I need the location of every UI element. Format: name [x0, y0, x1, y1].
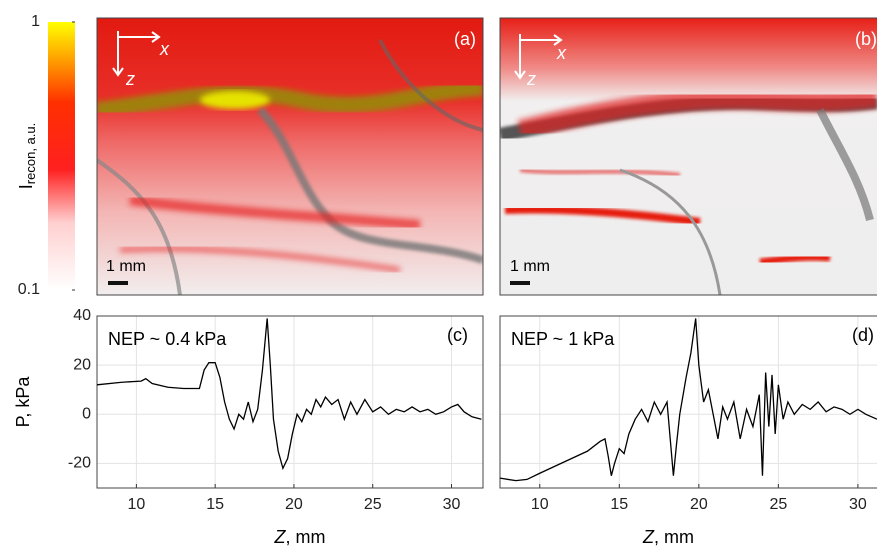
colorbar-label: Irecon, a.u. — [16, 123, 39, 189]
annotation: NEP ~ 0.4 kPa — [108, 329, 227, 349]
x-axis-label-unit: , mm — [654, 527, 694, 547]
y-axis-label: P, kPa — [13, 376, 33, 428]
x-tick-label: 20 — [285, 496, 303, 513]
x-tick-label: 10 — [127, 496, 145, 513]
plot-area — [500, 316, 877, 488]
annotation: NEP ~ 1 kPa — [511, 329, 615, 349]
data-line — [499, 318, 877, 482]
axis-glyph: x — [556, 43, 567, 63]
x-axis-label-var: Z — [642, 527, 655, 547]
panel-label: (b) — [855, 29, 877, 49]
axes-frame — [499, 315, 877, 489]
x-tick-label: 15 — [610, 496, 628, 513]
axis-glyph: z — [125, 69, 135, 89]
colorbar-tick-label: 0.1 — [18, 281, 40, 298]
x-tick-label: 30 — [443, 496, 461, 513]
y-tick-label: 0 — [82, 406, 91, 423]
scale-bar-label: 1 mm — [510, 258, 550, 275]
image-panel — [97, 18, 483, 295]
colorbar — [48, 22, 75, 290]
axis-glyph: x — [159, 39, 170, 59]
x-axis-label-var: Z — [274, 527, 287, 547]
y-tick-label: 20 — [73, 356, 91, 373]
panel-label: (d) — [852, 325, 874, 345]
x-tick-label: 20 — [690, 496, 708, 513]
scale-bar-label: 1 mm — [106, 258, 146, 275]
image-panel — [500, 18, 877, 295]
x-axis-label: Z, mm — [274, 527, 326, 547]
axis-glyph: z — [526, 69, 536, 89]
plot-area — [97, 316, 486, 488]
colorbar-tick-label: 1 — [31, 13, 40, 30]
data-line — [96, 318, 482, 471]
panel-label: (c) — [447, 325, 468, 345]
x-tick-label: 10 — [531, 496, 549, 513]
x-tick-label: 30 — [849, 496, 867, 513]
x-axis-label: Z, mm — [642, 527, 694, 547]
x-tick-label: 25 — [769, 496, 787, 513]
x-tick-label: 15 — [206, 496, 224, 513]
x-tick-label: 25 — [364, 496, 382, 513]
panel-label: (a) — [454, 29, 476, 49]
y-tick-label: -20 — [68, 455, 91, 472]
y-tick-label: 40 — [73, 307, 91, 324]
axes-frame — [96, 315, 484, 489]
x-axis-label-unit: , mm — [286, 527, 326, 547]
